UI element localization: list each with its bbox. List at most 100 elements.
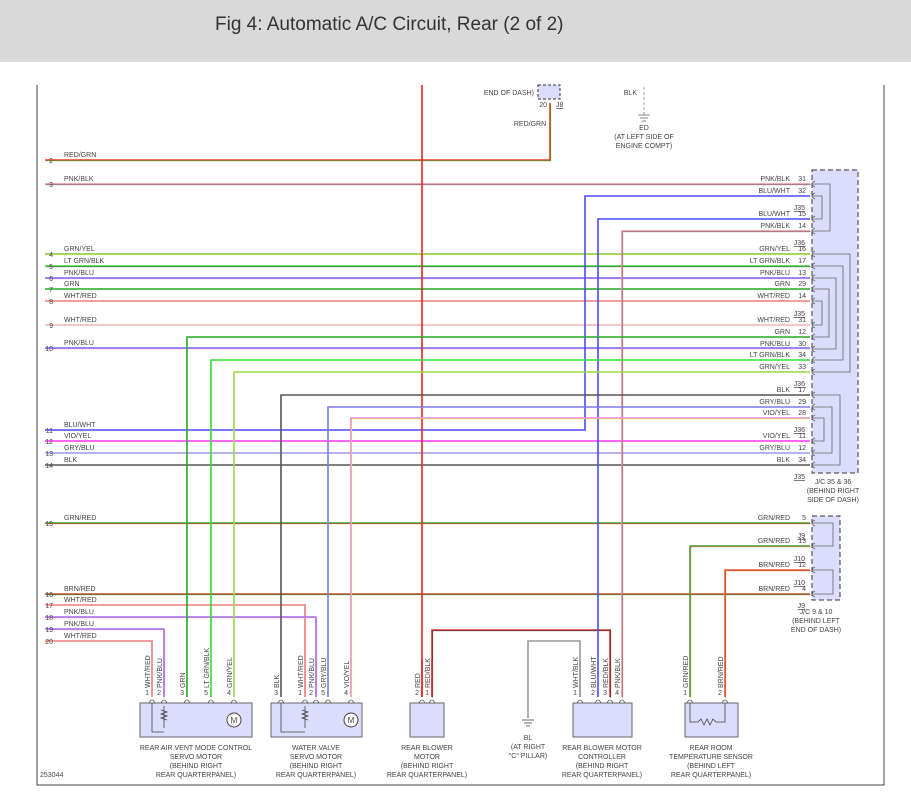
- jc-pin-number: 13: [798, 538, 806, 545]
- motor-icon: [226, 712, 242, 728]
- wire-18-stripe: [45, 617, 318, 698]
- motor-symbol: M: [231, 716, 238, 725]
- jc-35-36-location: SIDE OF DASH): [807, 497, 859, 504]
- jc-35-36-location: J/C 35 & 36: [815, 479, 852, 486]
- jc-pin-socket: [811, 449, 816, 457]
- wire-pin-number: 3: [49, 182, 53, 189]
- water-valve-servo-motor: [270, 702, 363, 738]
- wire-label: GRN/RED: [64, 515, 96, 522]
- pin-wire-label: GRN: [180, 672, 187, 688]
- component-name: REAR ROOM: [689, 745, 732, 752]
- pin-wire-label: RED/BLK: [425, 658, 432, 688]
- pin-socket: [301, 699, 309, 704]
- thermistor-icon: [689, 703, 726, 726]
- pin-number: 3: [180, 690, 184, 697]
- connector-j8: [537, 84, 561, 100]
- component-name: REAR QUARTERPANEL): [671, 772, 751, 779]
- component-name: (BEHIND RIGHT: [401, 763, 454, 770]
- ground-ed-location: ENGINE COMPT): [616, 143, 672, 150]
- wire-2: [45, 103, 551, 161]
- wire-pin-number: 13: [45, 451, 53, 458]
- wire-label: PNK/BLU: [64, 340, 94, 347]
- potentiometer-icon: [280, 703, 310, 733]
- jc-pin-socket: [811, 297, 816, 305]
- pin-socket: [618, 699, 626, 704]
- wire-jc-pin-33: [233, 371, 810, 697]
- wire-label: PNK/BLU: [64, 621, 94, 628]
- jc-internal-bus: [812, 195, 823, 220]
- pin-socket: [183, 699, 191, 704]
- rear-blower-motor-controller: [572, 702, 633, 738]
- jc-pin-socket: [811, 192, 816, 200]
- jc-pin-wire-label: PNK/BLU: [760, 341, 790, 348]
- wire-jc-pin-28: [350, 417, 810, 697]
- jc-pin-socket: [811, 391, 816, 399]
- wire-jc-pin-29: [327, 406, 810, 697]
- jc-pin-wire-label: PNK/BLK: [760, 223, 790, 230]
- pin-socket: [347, 699, 355, 704]
- jc-pin-number: 30: [798, 341, 806, 348]
- wire-label: GRY/BLU: [64, 445, 95, 452]
- pin-socket: [428, 699, 436, 704]
- pin-wire-label: PNK/BLU: [157, 658, 164, 688]
- pin-number: 4: [344, 690, 348, 697]
- jc-pin-wire-label: WHT/RED: [757, 293, 790, 300]
- wire-jc-pin-12: [724, 569, 810, 697]
- wire-label: GRN: [64, 281, 80, 288]
- connector-tag-j35: J35: [794, 205, 805, 212]
- rear-blower-motor: [409, 702, 445, 738]
- wire-jc-pin-13: [689, 545, 810, 697]
- component-name: (BEHIND RIGHT: [170, 763, 223, 770]
- jc-pin-wire-label: BLU/WHT: [759, 211, 791, 218]
- pin-number: 4: [615, 690, 619, 697]
- component-name: (BEHIND RIGHT: [576, 763, 629, 770]
- ground-bl-name: BL: [524, 735, 533, 742]
- pin-number: 2: [309, 690, 313, 697]
- pin-socket: [418, 699, 426, 704]
- jc-pin-socket: [811, 180, 816, 188]
- component-name: (BEHIND RIGHT: [290, 763, 343, 770]
- wire-label: WHT/RED: [64, 317, 97, 324]
- diagram-frame: [36, 85, 885, 786]
- jc-pin-number: 17: [798, 258, 806, 265]
- wire-jc-pin-17: [280, 394, 810, 697]
- jc-pin-wire-label: GRN/RED: [758, 515, 790, 522]
- pin-number: 1: [683, 690, 687, 697]
- jc-internal-bus: [812, 417, 825, 442]
- jc-pin-socket: [811, 461, 816, 469]
- pin-socket: [594, 699, 602, 704]
- wire-label: WHT/RED: [64, 597, 97, 604]
- jc-pin-number: 13: [798, 270, 806, 277]
- connector-tag-j9: J9: [798, 533, 806, 540]
- jc-pin-number: 34: [798, 352, 806, 359]
- j8-location: END OF DASH): [484, 90, 534, 97]
- pin-wire-label: WHT/RED: [145, 655, 152, 688]
- pin-number: 4: [227, 690, 231, 697]
- jc-pin-socket: [811, 250, 816, 258]
- wire-jc-pin-12-stripe: [725, 570, 811, 698]
- ground-icon: [638, 112, 650, 122]
- jc-pin-wire-label: GRY/BLU: [759, 445, 790, 452]
- wire-19-stripe: [45, 629, 166, 698]
- pin-socket: [576, 699, 584, 704]
- connector-tag-j35: J35: [794, 474, 805, 481]
- jc-pin-number: 12: [798, 445, 806, 452]
- jc-pin-socket: [811, 285, 816, 293]
- motor-icon: [343, 712, 359, 728]
- jc-pin-number: 5: [802, 515, 806, 522]
- component-name: MOTOR: [414, 754, 440, 761]
- wire-label: WHT/RED: [64, 293, 97, 300]
- jc-pin-wire-label: GRN: [774, 281, 790, 288]
- jc-pin-socket: [811, 345, 816, 353]
- pin-number: 3: [274, 690, 278, 697]
- pin-number: 2: [591, 690, 595, 697]
- jc-9-10-location: (BEHIND LEFT: [792, 618, 841, 625]
- connector-tag-j36: J36: [794, 381, 805, 388]
- component-name: REAR BLOWER MOTOR: [562, 745, 642, 752]
- pin-socket: [686, 699, 694, 704]
- connector-tag-j9: J9: [798, 603, 806, 610]
- wire-label: LT GRN/BLK: [64, 258, 105, 265]
- jc-pin-number: 29: [798, 399, 806, 406]
- jc-pin-wire-label: BLK: [777, 457, 791, 464]
- component-name: REAR QUARTERPANEL): [156, 772, 236, 779]
